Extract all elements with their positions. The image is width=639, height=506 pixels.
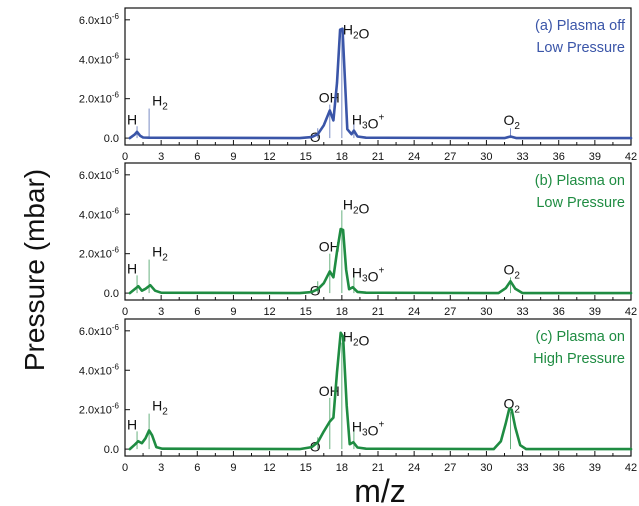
y-tick-label: 4.0x10-6 [79, 362, 120, 377]
y-tick-label: 2.0x10-6 [79, 246, 120, 261]
x-tick-label: 39 [589, 462, 601, 474]
panel-title: Low Pressure [536, 195, 625, 211]
peak-label: H3O+ [352, 418, 385, 438]
x-tick-label: 12 [263, 151, 275, 163]
y-tick-label: 6.0x10-6 [79, 12, 120, 27]
y-tick-label: 0.0 [104, 288, 119, 300]
peak-label: H3O+ [352, 264, 385, 284]
x-tick-label: 12 [263, 462, 275, 474]
x-tick-label: 15 [300, 151, 312, 163]
peak-label: H2O [343, 329, 370, 349]
panel-1: 0 3 6 9 12 15 18 21 24 27 30 33 36 39 420.02.0x10-64.0… [79, 7, 637, 163]
x-tick-label: 0 [122, 462, 128, 474]
panel-title: (c) Plasma on [536, 329, 625, 345]
x-tick-label: 36 [553, 151, 565, 163]
peak-label: H2O [343, 22, 370, 42]
x-tick-label: 6 [194, 151, 200, 163]
x-axis-title: m/z [354, 473, 406, 506]
y-axis-title: Pressure (mbar) [19, 169, 50, 371]
x-tick-label: 33 [516, 306, 528, 318]
panels: 0 3 6 9 12 15 18 21 24 27 30 33 36 39 420.02.0x10-64.0… [79, 7, 637, 474]
x-tick-label: 21 [372, 151, 384, 163]
panel-title: Low Pressure [536, 40, 625, 56]
x-tick-label: 33 [516, 151, 528, 163]
x-tick-label: 15 [300, 306, 312, 318]
x-tick-label: 42 [625, 462, 637, 474]
peak-label: H [127, 111, 137, 127]
panel-title: (b) Plasma on [535, 173, 625, 189]
y-tick-label: 2.0x10-6 [79, 91, 120, 106]
peak-label: O2 [504, 396, 521, 416]
spectrum-line [128, 227, 633, 295]
panel-title: High Pressure [533, 351, 625, 367]
x-tick-label: 30 [480, 306, 492, 318]
spectrum-line [128, 27, 633, 140]
peak-label: H2O [343, 196, 370, 216]
x-tick-label: 12 [263, 306, 275, 318]
x-tick-label: 0 [122, 306, 128, 318]
x-tick-label: 36 [553, 306, 565, 318]
x-tick-label: 21 [372, 306, 384, 318]
x-tick-label: 39 [589, 151, 601, 163]
peak-label: O [310, 438, 321, 454]
x-tick-label: 42 [625, 306, 637, 318]
y-tick-label: 0.0 [104, 133, 119, 145]
peak-label: H2 [152, 244, 168, 264]
x-tick-label: 9 [230, 151, 236, 163]
x-tick-label: 39 [589, 306, 601, 318]
y-tick-label: 4.0x10-6 [79, 206, 120, 221]
x-tick-label: 30 [480, 151, 492, 163]
x-tick-label: 24 [408, 462, 420, 474]
panel-3: 0 3 6 9 12 15 18 21 24 27 30 33 36 39 420.02.0x10-64.0… [79, 318, 637, 474]
x-tick-label: 24 [408, 151, 420, 163]
x-tick-label: 27 [444, 462, 456, 474]
panel-title: (a) Plasma off [535, 18, 626, 34]
x-tick-label: 15 [300, 462, 312, 474]
x-tick-label: 3 [158, 462, 164, 474]
peak-label: H [127, 260, 137, 276]
x-tick-label: 27 [444, 151, 456, 163]
x-tick-label: 9 [230, 462, 236, 474]
y-tick-label: 4.0x10-6 [79, 51, 120, 66]
x-tick-label: 18 [336, 306, 348, 318]
x-tick-label: 3 [158, 151, 164, 163]
x-tick-label: 3 [158, 306, 164, 318]
x-tick-label: 33 [516, 462, 528, 474]
peak-label: H2 [152, 398, 168, 418]
y-tick-label: 6.0x10-6 [79, 323, 120, 338]
y-tick-label: 6.0x10-6 [79, 167, 120, 182]
x-tick-label: 30 [480, 462, 492, 474]
x-tick-label: 21 [372, 462, 384, 474]
x-tick-label: 36 [553, 462, 565, 474]
peak-label: OH [319, 239, 340, 255]
peak-label: O2 [504, 112, 521, 132]
y-tick-label: 0.0 [104, 444, 119, 456]
x-tick-label: 6 [194, 462, 200, 474]
peak-label: H2 [152, 93, 168, 113]
x-tick-label: 24 [408, 306, 420, 318]
panel-2: 0 3 6 9 12 15 18 21 24 27 30 33 36 39 420.02.0x10-64.0… [79, 162, 637, 318]
peak-label: O [310, 129, 321, 145]
x-tick-label: 18 [336, 151, 348, 163]
peak-label: H [127, 416, 137, 432]
x-tick-label: 18 [336, 462, 348, 474]
peak-label: H3O+ [352, 111, 385, 131]
x-tick-label: 6 [194, 306, 200, 318]
y-tick-label: 2.0x10-6 [79, 402, 120, 417]
spectrum-line [128, 331, 633, 451]
x-tick-label: 0 [122, 151, 128, 163]
x-tick-label: 9 [230, 306, 236, 318]
x-tick-label: 42 [625, 151, 637, 163]
x-tick-label: 27 [444, 306, 456, 318]
peak-label: O2 [504, 261, 521, 281]
